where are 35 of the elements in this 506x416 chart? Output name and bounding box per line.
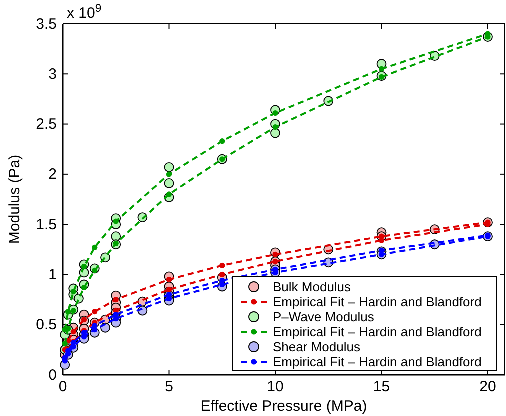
x-tick-label: 20: [480, 378, 496, 396]
point: [220, 262, 226, 268]
x-axis-title: Effective Pressure (MPa): [200, 398, 368, 415]
point: [113, 218, 119, 224]
point: [164, 178, 174, 188]
legend-label: Empirical Fit – Hardin and Blandford: [273, 324, 482, 340]
y-tick-label: 3: [48, 66, 57, 83]
point: [92, 309, 98, 315]
text: x 10$^{9}$: [67, 3, 102, 22]
point: [164, 162, 174, 172]
legend-label: Bulk Modulus: [273, 280, 352, 295]
y-tick-label: 2.5: [36, 116, 57, 134]
point: [62, 341, 68, 347]
y-axis-title: Modulus (Pa): [6, 154, 24, 244]
point: [378, 66, 385, 72]
y-tick-label: 2: [48, 166, 57, 184]
y-tick-label: 0.5: [36, 316, 57, 334]
point: [166, 172, 172, 178]
x-tick-label: 10: [267, 378, 284, 396]
legend-label: P–Wave Modulus: [273, 310, 375, 325]
point: [166, 276, 172, 283]
point: [92, 244, 98, 250]
point: [81, 284, 88, 291]
point: [220, 138, 226, 144]
point: [92, 327, 98, 333]
y-tick-label: 1.5: [36, 216, 57, 234]
x-tick-label: 15: [373, 378, 390, 396]
x-tick-label: 5: [165, 378, 174, 396]
y-tick-label: 1: [48, 266, 57, 284]
y-tick-label: 0: [48, 366, 57, 384]
point: [270, 128, 280, 138]
legend-label: Empirical Fit – Hardin and Blandford: [273, 294, 482, 310]
legend-label: Empirical Fit – Hardin and Blandford: [273, 354, 482, 370]
y-tick-label: 3.5: [36, 16, 57, 33]
legend-label: Shear Modulus: [273, 340, 361, 355]
